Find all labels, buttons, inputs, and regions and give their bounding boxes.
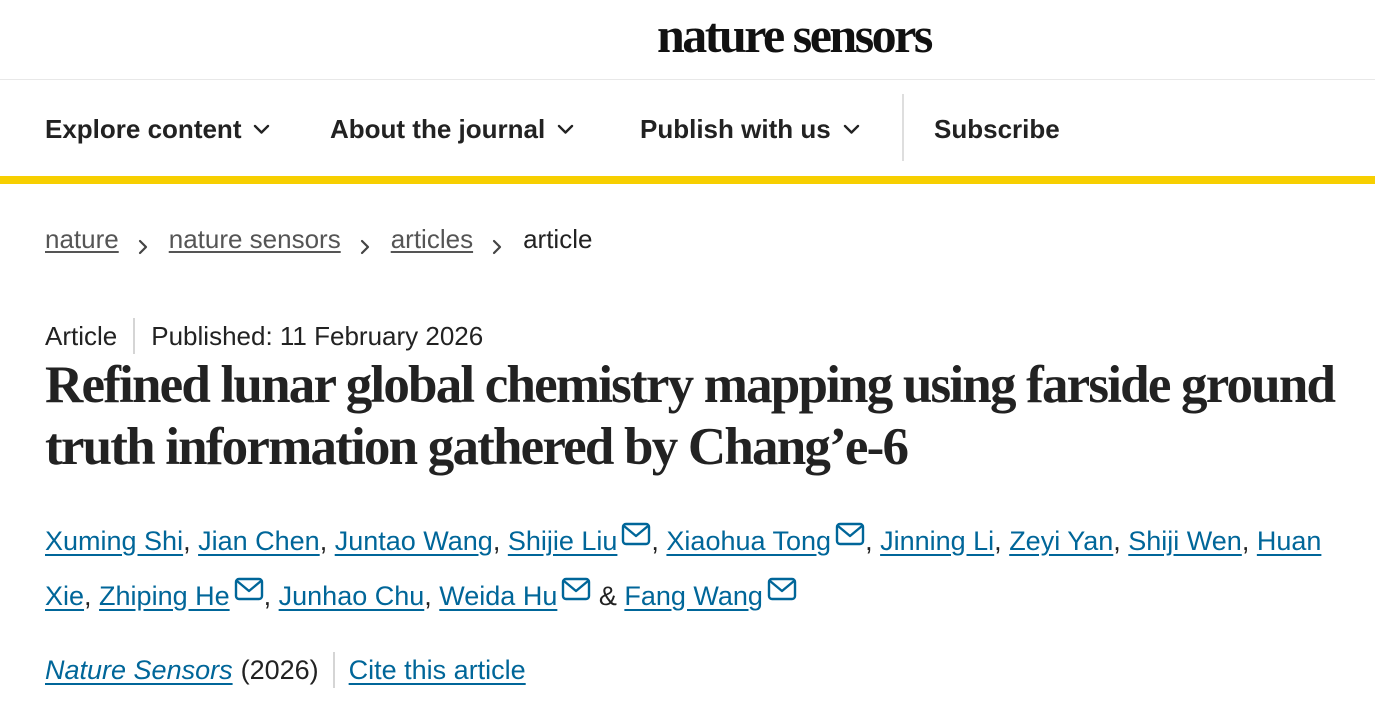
chevron-right-icon (489, 231, 505, 255)
citation-line: Nature Sensors (2026) Cite this article (45, 652, 526, 688)
breadcrumb: nature nature sensors articles article (45, 222, 592, 256)
author-link[interactable]: Junhao Chu (278, 581, 425, 611)
author-link[interactable]: Jian Chen (198, 526, 320, 556)
accent-bar (0, 176, 1375, 184)
nav-about-the-journal[interactable]: About the journal (330, 114, 574, 144)
author-link[interactable]: Juntao Wang (334, 526, 493, 556)
nav-item-label: Explore content (45, 114, 242, 144)
main-nav: Explore content About the journal Publis… (0, 80, 1375, 176)
published-date: Published: 11 February 2026 (151, 320, 484, 351)
author-list: Xuming Shi, Jian Chen, Juntao Wang, Shij… (45, 514, 1335, 624)
nav-item-label: Publish with us (640, 114, 831, 144)
article-meta: Article Published: 11 February 2026 (45, 318, 483, 354)
breadcrumb-current: article (523, 223, 593, 254)
nav-item-label: About the journal (330, 114, 546, 144)
breadcrumb-link-nature-sensors[interactable]: nature sensors (168, 223, 341, 254)
email-icon[interactable] (234, 577, 264, 601)
author-link[interactable]: Weida Hu (439, 581, 558, 611)
breadcrumb-link-articles[interactable]: articles (390, 223, 474, 254)
chevron-down-icon (843, 121, 860, 138)
nav-divider (902, 94, 904, 161)
journal-logo[interactable]: nature sensors (657, 7, 933, 63)
cite-this-article-link[interactable]: Cite this article (348, 654, 526, 685)
chevron-down-icon (253, 121, 270, 138)
article-type: Article (45, 318, 136, 354)
chevron-down-icon (557, 121, 574, 138)
author-link[interactable]: Shiji Wen (1128, 526, 1242, 556)
nav-publish-with-us[interactable]: Publish with us (640, 114, 860, 144)
author-link[interactable]: Fang Wang (624, 581, 763, 611)
author-link[interactable]: Zhiping He (99, 581, 230, 611)
author-link[interactable]: Zeyi Yan (1009, 526, 1114, 556)
author-link[interactable]: Xiaohua Tong (666, 526, 832, 556)
breadcrumb-link-nature[interactable]: nature (45, 223, 119, 254)
chevron-right-icon (135, 231, 151, 255)
article-title: Refined lunar global chemistry mapping u… (45, 356, 1336, 476)
author-link[interactable]: Jinning Li (880, 526, 995, 556)
author-link[interactable]: Shijie Liu (507, 526, 618, 556)
email-icon[interactable] (767, 577, 797, 601)
email-icon[interactable] (835, 522, 865, 546)
email-icon[interactable] (561, 577, 591, 601)
nav-explore-content[interactable]: Explore content (45, 114, 270, 144)
email-icon[interactable] (621, 522, 651, 546)
author-link[interactable]: Huan Xie (45, 526, 1322, 611)
masthead: nature sensors (0, 0, 1375, 80)
chevron-right-icon (357, 231, 373, 255)
publication-year: (2026) (241, 652, 335, 688)
subscribe-link[interactable]: Subscribe (934, 114, 1060, 144)
journal-link[interactable]: Nature Sensors (45, 654, 233, 685)
author-link[interactable]: Xuming Shi (45, 526, 184, 556)
